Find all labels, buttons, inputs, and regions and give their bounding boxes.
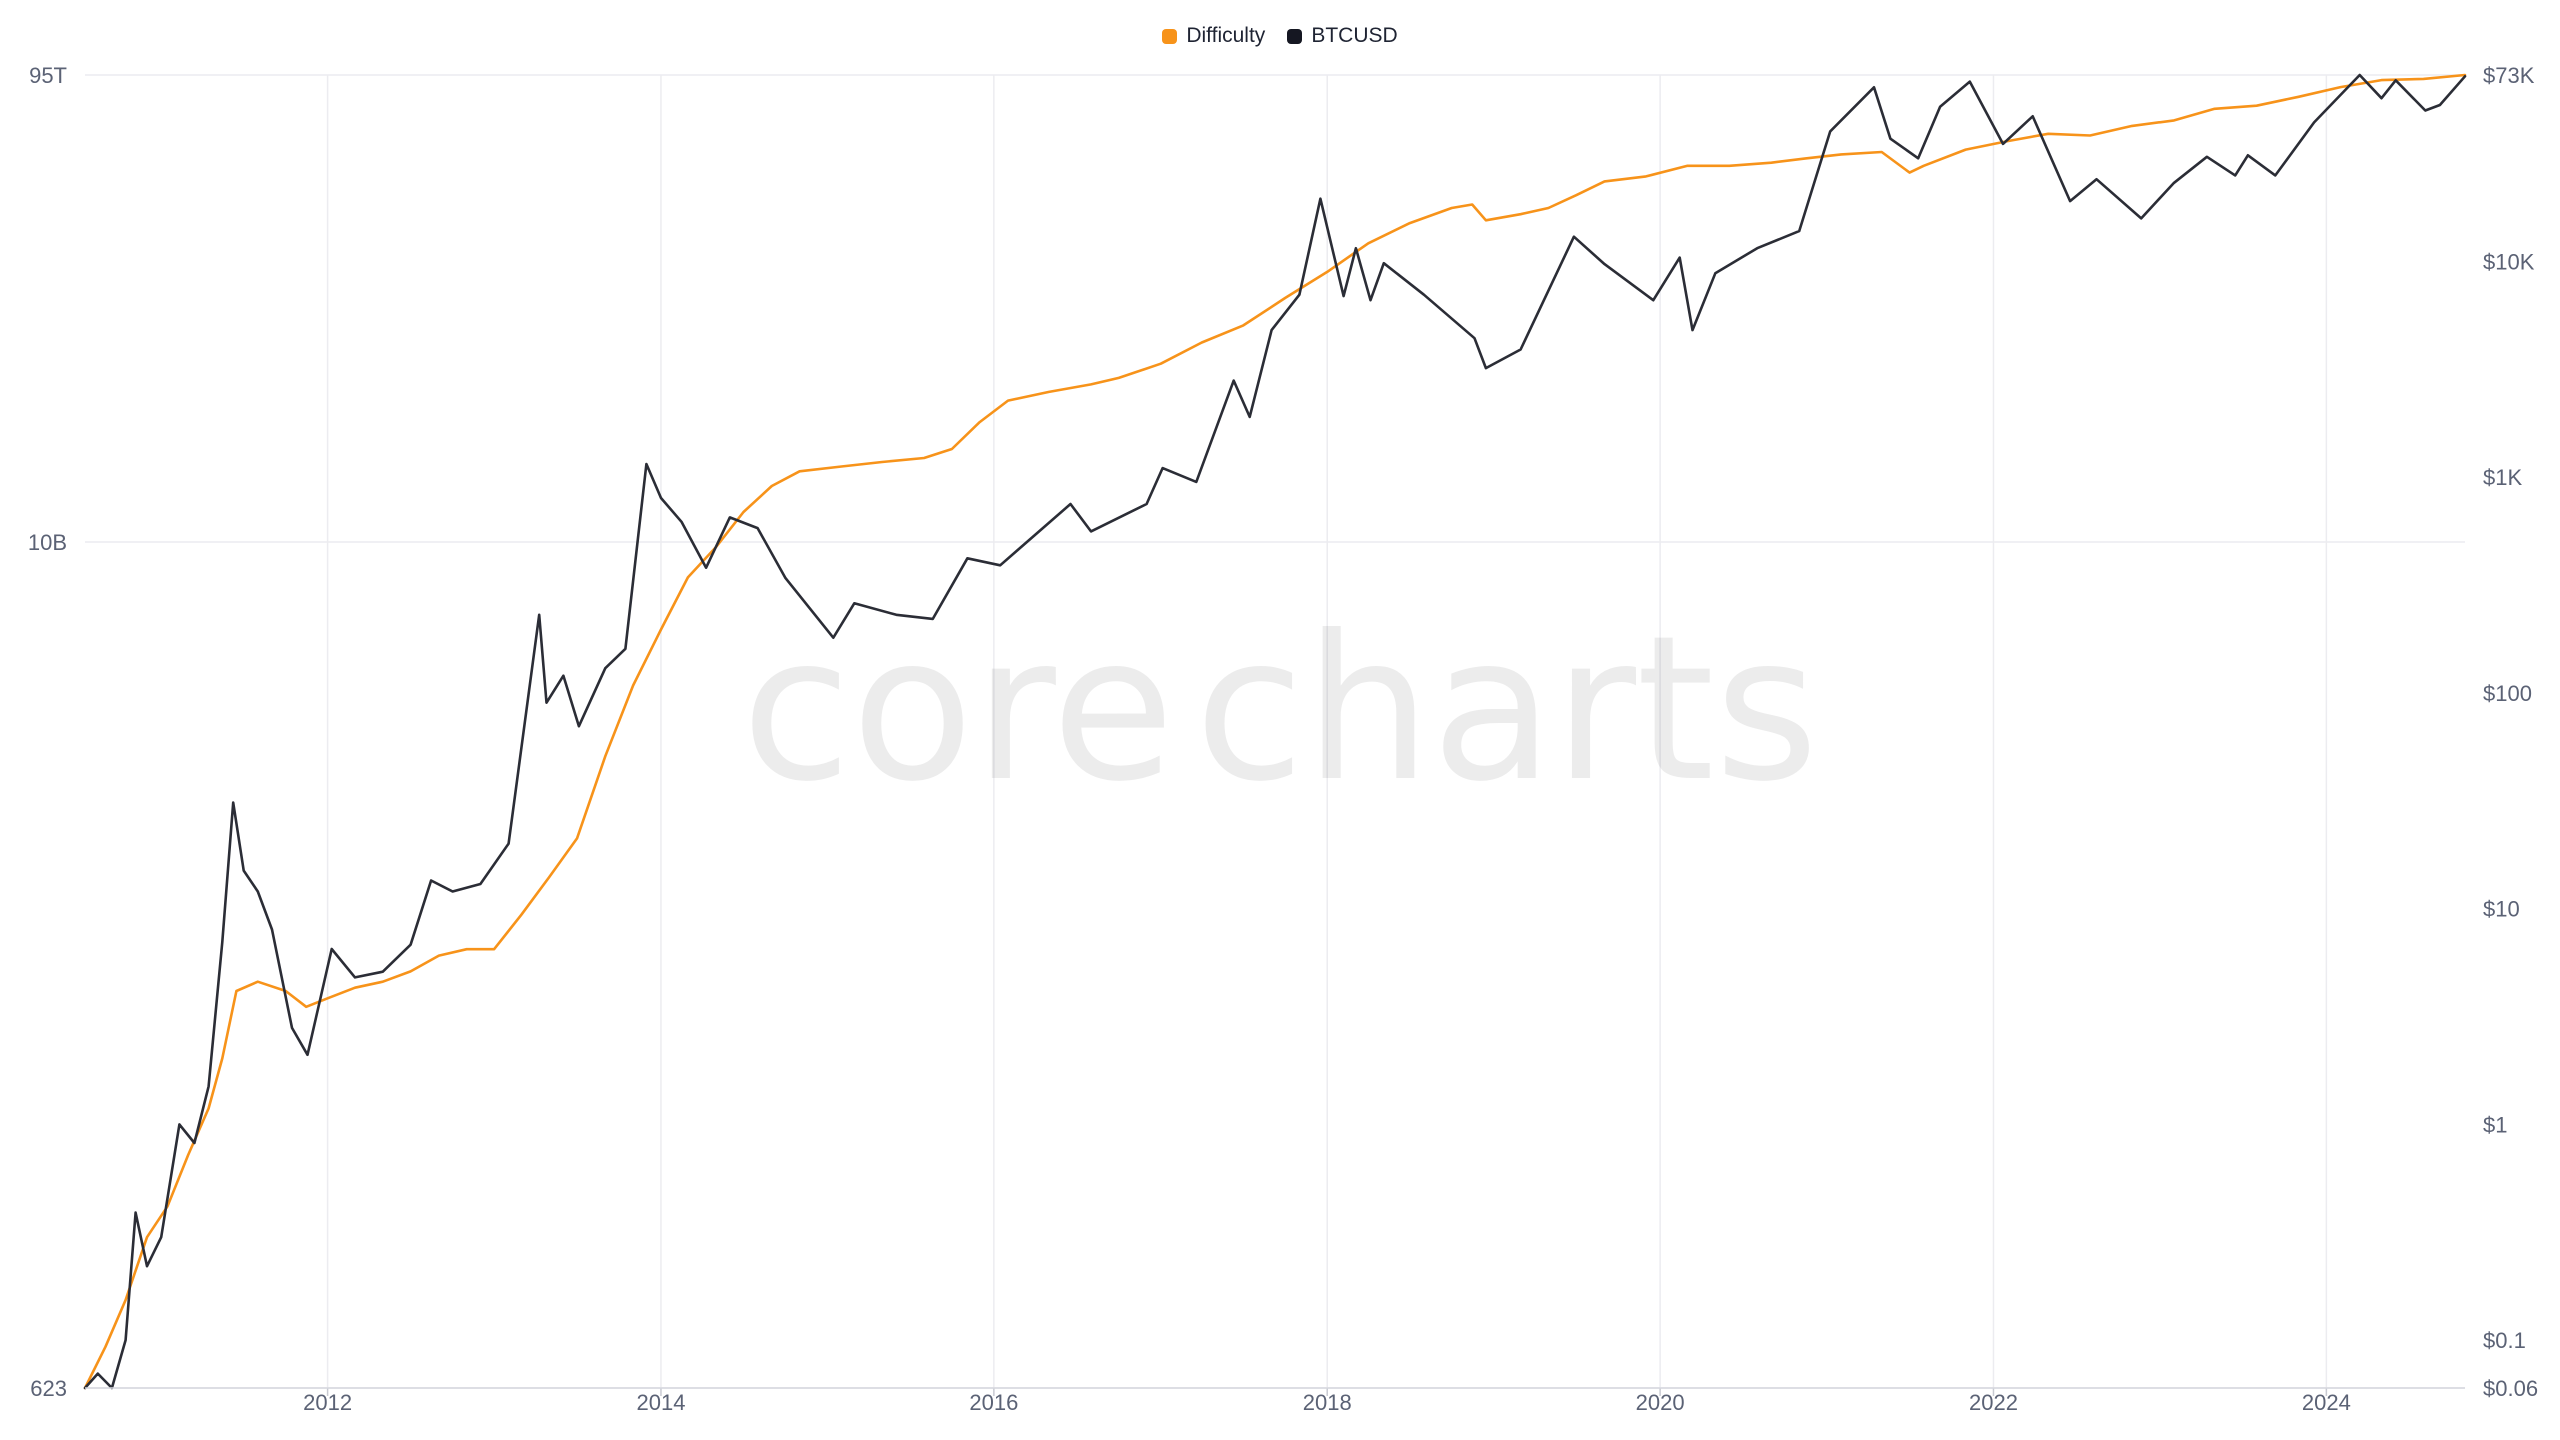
plot-area [83, 73, 2467, 1390]
axes: 95T 10B 623 2012 2014 2016 2018 2020 2022 2024 $73… [28, 63, 2538, 1415]
x-tick-label: 2022 [1969, 1390, 2018, 1415]
series-line-difficulty [83, 73, 2467, 1390]
series-line-btcusd [83, 73, 2467, 1390]
y-right-tick-label: $1K [2483, 465, 2522, 490]
x-tick-label: 2018 [1303, 1390, 1352, 1415]
legend-item-btcusd[interactable]: BTCUSD [1287, 24, 1398, 48]
grid [85, 74, 2465, 1389]
y-left-tick-label: 10B [28, 530, 67, 555]
y-right-tick-label: $73K [2483, 63, 2535, 88]
y-right-tick-label: $10 [2483, 897, 2520, 922]
y-right-tick-label: $0.1 [2483, 1328, 2526, 1353]
y-right-tick-label: $0.06 [2483, 1376, 2538, 1401]
legend-swatch-btcusd [1287, 28, 1303, 44]
legend-swatch-difficulty [1162, 28, 1178, 44]
x-tick-label: 2014 [636, 1390, 685, 1415]
legend-label-difficulty: Difficulty [1186, 24, 1266, 47]
x-tick-label: 2024 [2302, 1390, 2351, 1415]
y-right-tick-label: $10K [2483, 249, 2535, 274]
y-right-tick-label: $100 [2483, 681, 2532, 706]
legend-label-btcusd: BTCUSD [1311, 24, 1398, 47]
watermark: core charts [741, 593, 1818, 826]
x-tick-label: 2012 [303, 1390, 352, 1415]
legend-item-difficulty[interactable]: Difficulty [1162, 24, 1265, 48]
x-tick-label: 2020 [1636, 1390, 1685, 1415]
x-tick-label: 2016 [969, 1390, 1018, 1415]
y-left-tick-label: 95T [29, 63, 67, 88]
legend: Difficulty BTCUSD [0, 24, 2560, 48]
y-right-tick-label: $1 [2483, 1112, 2507, 1137]
y-left-tick-label: 623 [30, 1376, 67, 1401]
